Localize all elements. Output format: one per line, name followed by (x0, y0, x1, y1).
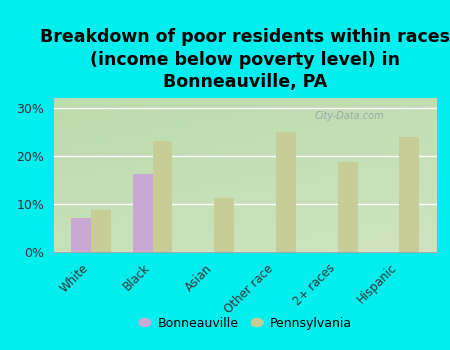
Title: Breakdown of poor residents within races
(income below poverty level) in
Bonneau: Breakdown of poor residents within races… (40, 28, 450, 91)
Bar (133, 174, 153, 252)
Text: City-Data.com: City-Data.com (314, 112, 384, 121)
Bar (91, 210, 111, 252)
Bar (71, 218, 91, 252)
Bar (400, 138, 419, 252)
Bar (276, 132, 296, 252)
Bar (153, 141, 172, 252)
Bar (214, 198, 234, 252)
Bar (338, 162, 358, 252)
Legend: Bonneauville, Pennsylvania: Bonneauville, Pennsylvania (134, 312, 357, 335)
